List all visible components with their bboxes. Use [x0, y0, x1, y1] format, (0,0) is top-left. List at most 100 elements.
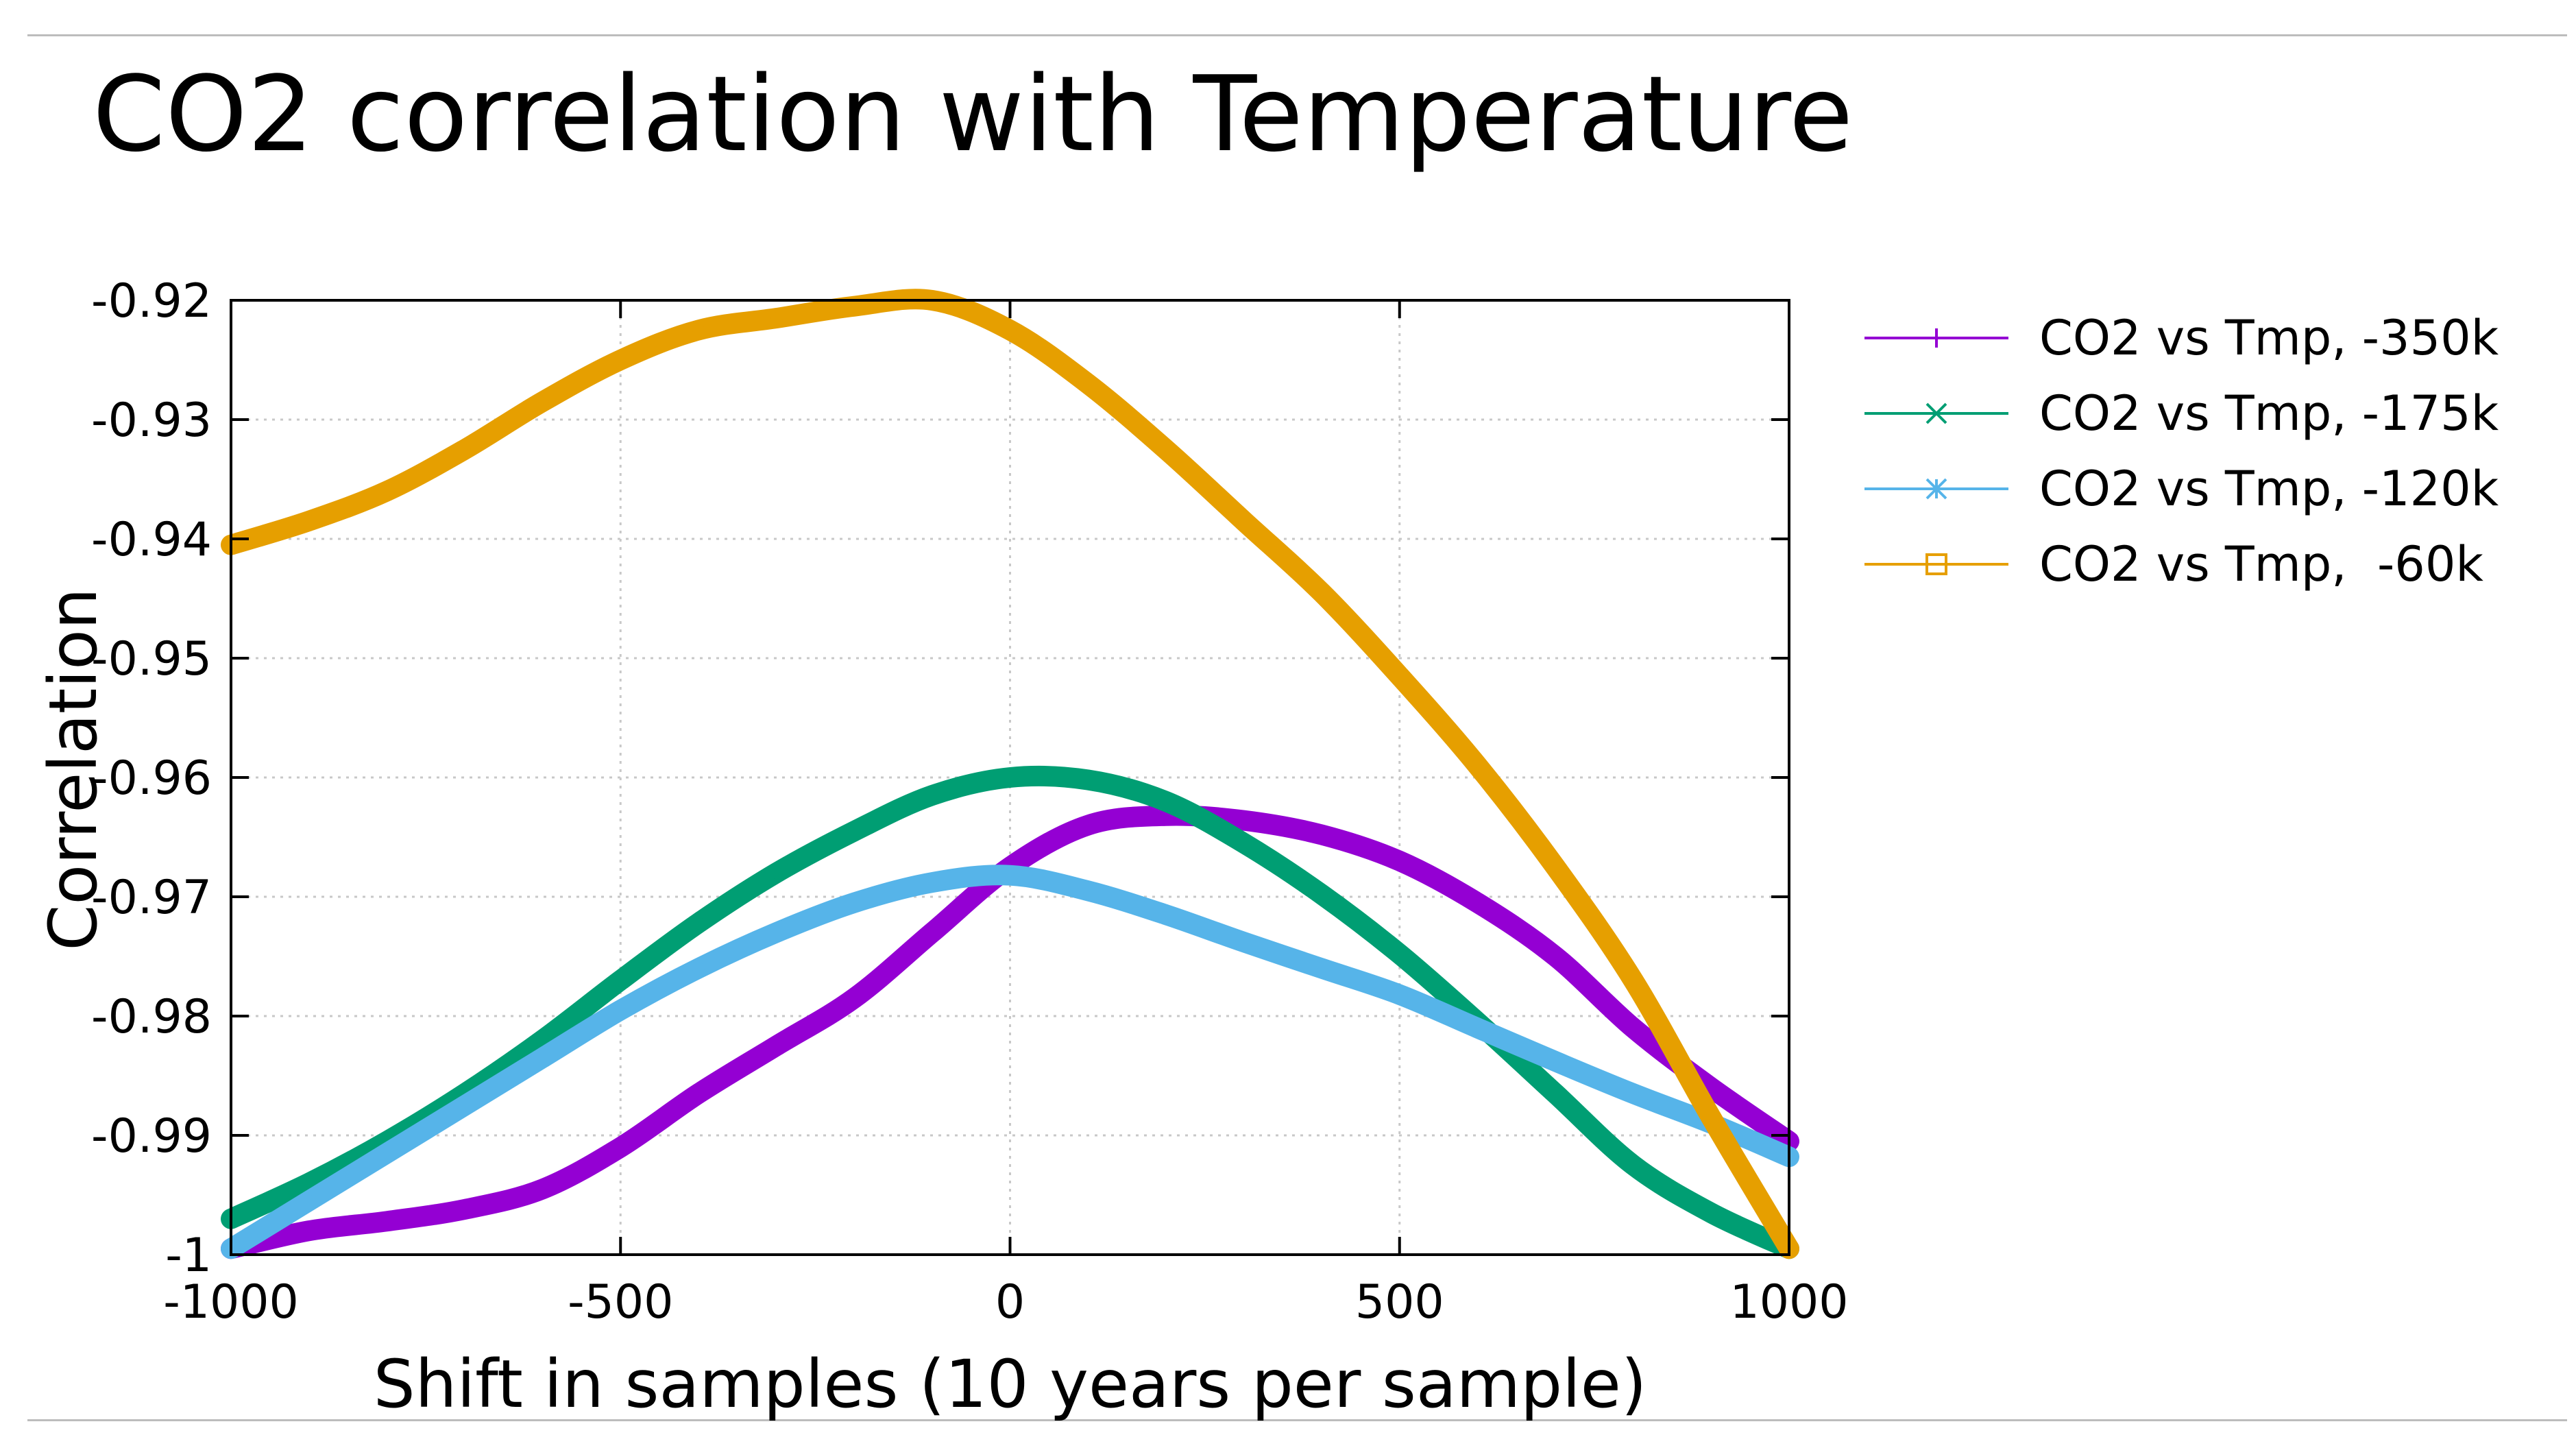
x-tick-label: 1000 [1729, 1275, 1848, 1329]
series-2-point [458, 1099, 471, 1112]
series-1-point [1004, 771, 1017, 784]
y-tick-label: -0.98 [91, 990, 212, 1044]
y-tick-label: -0.92 [91, 274, 212, 328]
series-0-point [1393, 854, 1406, 867]
series-2-point [1627, 1087, 1640, 1100]
legend-item: CO2 vs Tmp, -60k [1864, 536, 2483, 592]
series-2-point [692, 962, 705, 975]
series-2-point [302, 1194, 315, 1207]
series-1-point [1549, 1087, 1562, 1100]
series-2-point [536, 1051, 549, 1064]
legend-label: CO2 vs Tmp, -120k [2039, 461, 2499, 517]
series-1-point [614, 974, 627, 987]
series-1-point [1159, 795, 1172, 808]
series-1-point [692, 917, 705, 930]
series-2-point [848, 896, 861, 909]
series-3-point [770, 312, 783, 325]
series-0-point [1471, 896, 1484, 909]
series-2-point [614, 1004, 627, 1017]
series-1-point [1705, 1207, 1718, 1220]
series-0-point [380, 1215, 393, 1228]
series-1-point [1237, 836, 1250, 849]
series-0-point [1237, 814, 1250, 827]
series-2-point [925, 876, 938, 889]
star-marker-icon [1925, 478, 1947, 500]
series-0-point [925, 926, 938, 939]
series-0-point [692, 1087, 705, 1100]
series-1-point [1082, 773, 1095, 786]
chart-title: CO2 correlation with Temperature [93, 53, 1854, 175]
series-3-point [1393, 670, 1406, 683]
series-3-point [458, 443, 471, 456]
series-3-point [1315, 586, 1328, 599]
series-0-point [302, 1224, 315, 1238]
legend-item: CO2 vs Tmp, -120k [1864, 461, 2499, 517]
series-0-point [1549, 950, 1562, 963]
legend-label: CO2 vs Tmp, -60k [2039, 536, 2483, 592]
series-3-point [1705, 1111, 1718, 1124]
legend: CO2 vs Tmp, -350k CO2 vs Tmp, -175k CO2 vs… [1864, 310, 2499, 592]
series-2-point [1315, 962, 1328, 975]
series-1-point [302, 1176, 315, 1190]
legend-label: CO2 vs Tmp, -350k [2039, 310, 2499, 366]
x-tick-label: -1000 [163, 1275, 299, 1329]
series-3-point [848, 300, 861, 313]
square-marker-icon [1925, 553, 1947, 575]
y-tick-label: -0.96 [91, 751, 212, 806]
y-tick-label: -0.94 [91, 513, 212, 567]
axis-ticks [230, 299, 1790, 1256]
series-3-point [614, 354, 627, 366]
series-1-point [770, 867, 783, 880]
series-2-point [1393, 988, 1406, 1001]
cross-marker-icon [1925, 402, 1947, 424]
y-tick-label: -0.97 [91, 871, 212, 925]
series-1-point [1393, 948, 1406, 961]
series-2-point [1159, 908, 1172, 921]
series-3-point [1004, 324, 1017, 337]
legend-item: CO2 vs Tmp, -350k [1864, 310, 2499, 366]
x-tick-label: 500 [1355, 1275, 1444, 1329]
x-tick-label: 0 [995, 1275, 1025, 1329]
series-2-point [1471, 1022, 1484, 1035]
series-2-point [1082, 884, 1095, 897]
series-3-point [380, 485, 393, 498]
series-1-point [848, 825, 861, 838]
series-2-point [1237, 936, 1250, 949]
series-0-point [536, 1183, 549, 1196]
series-2-point [770, 926, 783, 939]
series-1-point [925, 789, 938, 802]
series-3-point [1237, 514, 1250, 527]
bottom-divider [27, 1419, 2567, 1421]
series-line-3 [221, 289, 1799, 1259]
series-0-point [770, 1039, 783, 1052]
series-0-point [1705, 1081, 1718, 1094]
series-0-point [1627, 1022, 1640, 1035]
series-2-point [1004, 869, 1017, 882]
legend-label: CO2 vs Tmp, -175k [2039, 385, 2499, 442]
tick-labels: -0.92 -0.93 -0.94 -0.95 -0.96 -0.97 -0.98 -0.99… [91, 274, 1848, 1329]
top-divider [27, 34, 2567, 36]
series-1-point [1315, 888, 1328, 901]
series-3-point [692, 324, 705, 337]
plus-marker-icon [1927, 328, 1946, 348]
series-3-point [302, 514, 315, 527]
x-axis-label: Shift in samples (10 years per sample) [374, 1346, 1647, 1423]
series-0-point [458, 1203, 471, 1216]
series-3-point [536, 395, 549, 408]
x-tick-label: -500 [568, 1275, 673, 1329]
series-3-point [1159, 443, 1172, 456]
series-1-point [536, 1033, 549, 1046]
series-0-point [614, 1141, 627, 1154]
series-3-point [1549, 860, 1562, 873]
y-tick-label: -0.99 [91, 1109, 212, 1163]
series-0-point [848, 991, 861, 1004]
series-3-point [1471, 759, 1484, 772]
y-tick-label: -1 [165, 1229, 212, 1283]
legend-item: CO2 vs Tmp, -175k [1864, 385, 2499, 442]
y-tick-label: -0.95 [91, 632, 212, 686]
y-axis-label: Correlation [35, 588, 112, 950]
series-line-1 [221, 765, 1799, 1259]
series-0-point [1315, 828, 1328, 841]
series-3-point [1627, 974, 1640, 987]
y-tick-label: -0.93 [91, 394, 212, 448]
